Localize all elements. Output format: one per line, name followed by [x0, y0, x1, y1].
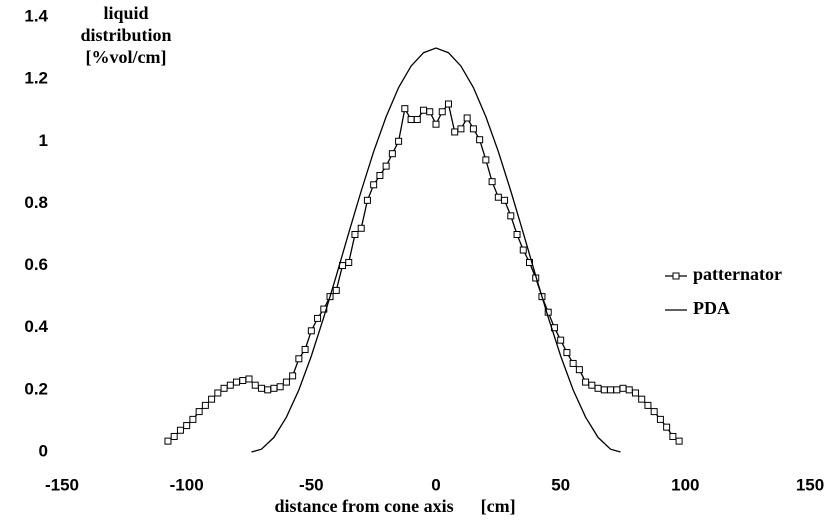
- data-marker: [457, 125, 465, 133]
- data-marker: [507, 212, 515, 220]
- data-marker: [351, 231, 359, 238]
- data-marker: [638, 395, 646, 403]
- data-marker: [388, 150, 396, 158]
- data-marker: [289, 372, 297, 380]
- data-marker: [619, 384, 627, 392]
- legend-marker: [672, 272, 680, 280]
- data-marker: [675, 437, 683, 445]
- legend-label: patternator: [693, 264, 782, 284]
- y-axis-label: liquid distribution [%vol/cm]: [80, 3, 172, 67]
- data-marker: [656, 415, 664, 423]
- data-marker: [201, 401, 209, 409]
- data-marker: [444, 100, 452, 108]
- y-tick-label: 0: [39, 441, 48, 460]
- data-marker: [208, 395, 216, 403]
- data-marker: [469, 125, 477, 133]
- data-marker: [420, 106, 428, 114]
- data-marker: [195, 408, 203, 416]
- data-marker: [407, 116, 415, 124]
- data-marker: [588, 381, 596, 389]
- y-tick-label: 1.2: [24, 69, 48, 88]
- data-marker: [214, 389, 222, 397]
- y-tick-label: 0.4: [24, 317, 48, 336]
- data-marker: [519, 246, 527, 254]
- data-marker: [376, 171, 384, 179]
- data-marker: [270, 384, 278, 392]
- data-marker: [488, 178, 496, 186]
- data-marker: [301, 345, 309, 353]
- data-marker: [239, 377, 247, 385]
- data-marker: [438, 108, 446, 116]
- y-tick-label: 0.6: [24, 255, 48, 274]
- data-marker: [170, 432, 178, 440]
- data-marker: [669, 432, 677, 440]
- x-tick-label: 0: [431, 475, 440, 494]
- x-axis-label: distance from cone axis [cm]: [274, 496, 515, 516]
- data-marker: [226, 381, 234, 389]
- data-marker: [575, 366, 583, 374]
- y-tick-label: 0.2: [24, 379, 48, 398]
- data-marker: [432, 120, 440, 128]
- data-marker: [307, 327, 315, 335]
- data-marker: [426, 108, 434, 116]
- data-marker: [264, 386, 272, 394]
- data-marker: [363, 196, 371, 204]
- data-marker: [332, 286, 340, 294]
- data-marker: [501, 196, 509, 204]
- y-tick-label: 1: [39, 131, 48, 150]
- data-marker: [650, 408, 658, 416]
- data-marker: [513, 231, 521, 238]
- data-marker: [382, 162, 390, 170]
- data-marker: [370, 181, 378, 189]
- data-marker: [276, 383, 284, 391]
- data-marker: [314, 314, 322, 322]
- data-marker: [600, 386, 608, 394]
- data-marker: [663, 423, 671, 431]
- data-marker: [295, 355, 303, 363]
- data-marker: [557, 336, 565, 344]
- data-marker: [183, 422, 191, 430]
- x-tick-label: -100: [170, 475, 204, 494]
- data-marker: [476, 136, 484, 144]
- data-marker: [233, 378, 241, 386]
- data-marker: [251, 381, 259, 389]
- data-marker: [569, 359, 577, 367]
- data-marker: [613, 386, 621, 394]
- x-tick-label: -50: [299, 475, 324, 494]
- data-marker: [282, 378, 290, 386]
- y-tick-label: 0.8: [24, 193, 48, 212]
- data-marker: [345, 258, 353, 266]
- x-tick-label: 50: [551, 475, 570, 494]
- data-marker: [463, 114, 471, 122]
- data-marker: [189, 415, 197, 423]
- data-marker: [631, 389, 639, 397]
- data-marker: [164, 437, 172, 445]
- data-marker: [494, 193, 502, 201]
- x-tick-label: 150: [796, 475, 824, 494]
- x-tick-label: 100: [671, 475, 699, 494]
- data-marker: [413, 116, 421, 124]
- data-marker: [451, 128, 459, 136]
- data-marker: [176, 426, 184, 434]
- legend-label: PDA: [693, 298, 730, 318]
- data-marker: [220, 384, 228, 392]
- x-tick-label: -150: [45, 475, 79, 494]
- data-marker: [582, 378, 590, 386]
- data-marker: [644, 401, 652, 409]
- y-tick-label: 1.4: [24, 6, 48, 25]
- data-marker: [563, 349, 571, 357]
- data-marker: [607, 386, 615, 394]
- data-marker: [482, 156, 490, 164]
- data-marker: [401, 105, 409, 113]
- data-marker: [357, 224, 365, 232]
- data-marker: [625, 386, 633, 394]
- data-marker: [594, 384, 602, 392]
- data-marker: [257, 384, 265, 392]
- data-marker: [395, 137, 403, 145]
- data-marker: [245, 375, 253, 383]
- series-line: [251, 47, 621, 453]
